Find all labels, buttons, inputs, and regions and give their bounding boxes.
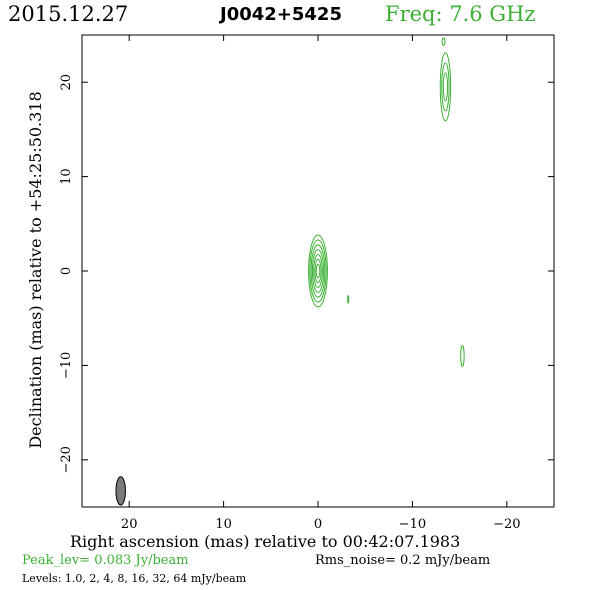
y-tick-label: 0 bbox=[59, 267, 74, 275]
y-tick-label: −20 bbox=[59, 446, 74, 473]
jet-knot bbox=[460, 345, 465, 367]
core-component-contour bbox=[311, 249, 325, 293]
core-component-contour bbox=[313, 254, 323, 288]
core-component-contour bbox=[315, 263, 321, 279]
x-tick-label: 0 bbox=[314, 517, 322, 532]
rms-noise: Rms_noise= 0.2 mJy/beam bbox=[315, 553, 491, 568]
jet-knot bbox=[347, 295, 350, 304]
jet-knot-contour bbox=[442, 72, 449, 102]
core-component bbox=[308, 234, 328, 308]
x-axis-label: Right ascension (mas) relative to 00:42:… bbox=[70, 532, 461, 551]
core-component-contour bbox=[310, 244, 326, 298]
y-axis-label: Declination (mas) relative to +54:25:50.… bbox=[26, 91, 45, 448]
y-tick-label: 20 bbox=[59, 74, 74, 91]
contour-levels: Levels: 1.0, 2, 4, 8, 16, 32, 64 mJy/bea… bbox=[22, 572, 247, 585]
restoring-beam bbox=[115, 476, 126, 506]
jet-knot-contour bbox=[439, 52, 452, 122]
core-component-contour bbox=[308, 234, 328, 308]
jet-knot-contour bbox=[460, 345, 465, 367]
core-component-contour bbox=[309, 239, 327, 303]
jet-knot-contour bbox=[441, 62, 450, 112]
contour-group bbox=[115, 37, 465, 506]
plot-border bbox=[81, 34, 555, 508]
x-tick-label: −20 bbox=[493, 517, 520, 532]
observation-date: 2015.12.27 bbox=[8, 2, 129, 26]
core-component-contour bbox=[314, 258, 322, 284]
jet-knot-contour bbox=[441, 37, 446, 46]
frequency-label: Freq: 7.6 GHz bbox=[385, 2, 536, 26]
y-axis-ticks: 20 10 0 −10 −20 bbox=[59, 74, 554, 474]
x-axis-ticks: 20 10 0 −10 −20 bbox=[121, 35, 521, 532]
peak-level: Peak_lev= 0.083 Jy/beam bbox=[22, 553, 189, 568]
jet-knot bbox=[441, 37, 446, 46]
jet-knot bbox=[439, 52, 452, 122]
y-tick-label: −10 bbox=[59, 352, 74, 379]
source-name: J0042+5425 bbox=[220, 4, 342, 25]
jet-knot-contour bbox=[347, 295, 350, 304]
x-tick-label: 20 bbox=[121, 517, 138, 532]
plot-frame bbox=[81, 34, 555, 508]
x-tick-label: 10 bbox=[215, 517, 232, 532]
x-tick-label: −10 bbox=[399, 517, 426, 532]
y-tick-label: 10 bbox=[59, 168, 74, 185]
